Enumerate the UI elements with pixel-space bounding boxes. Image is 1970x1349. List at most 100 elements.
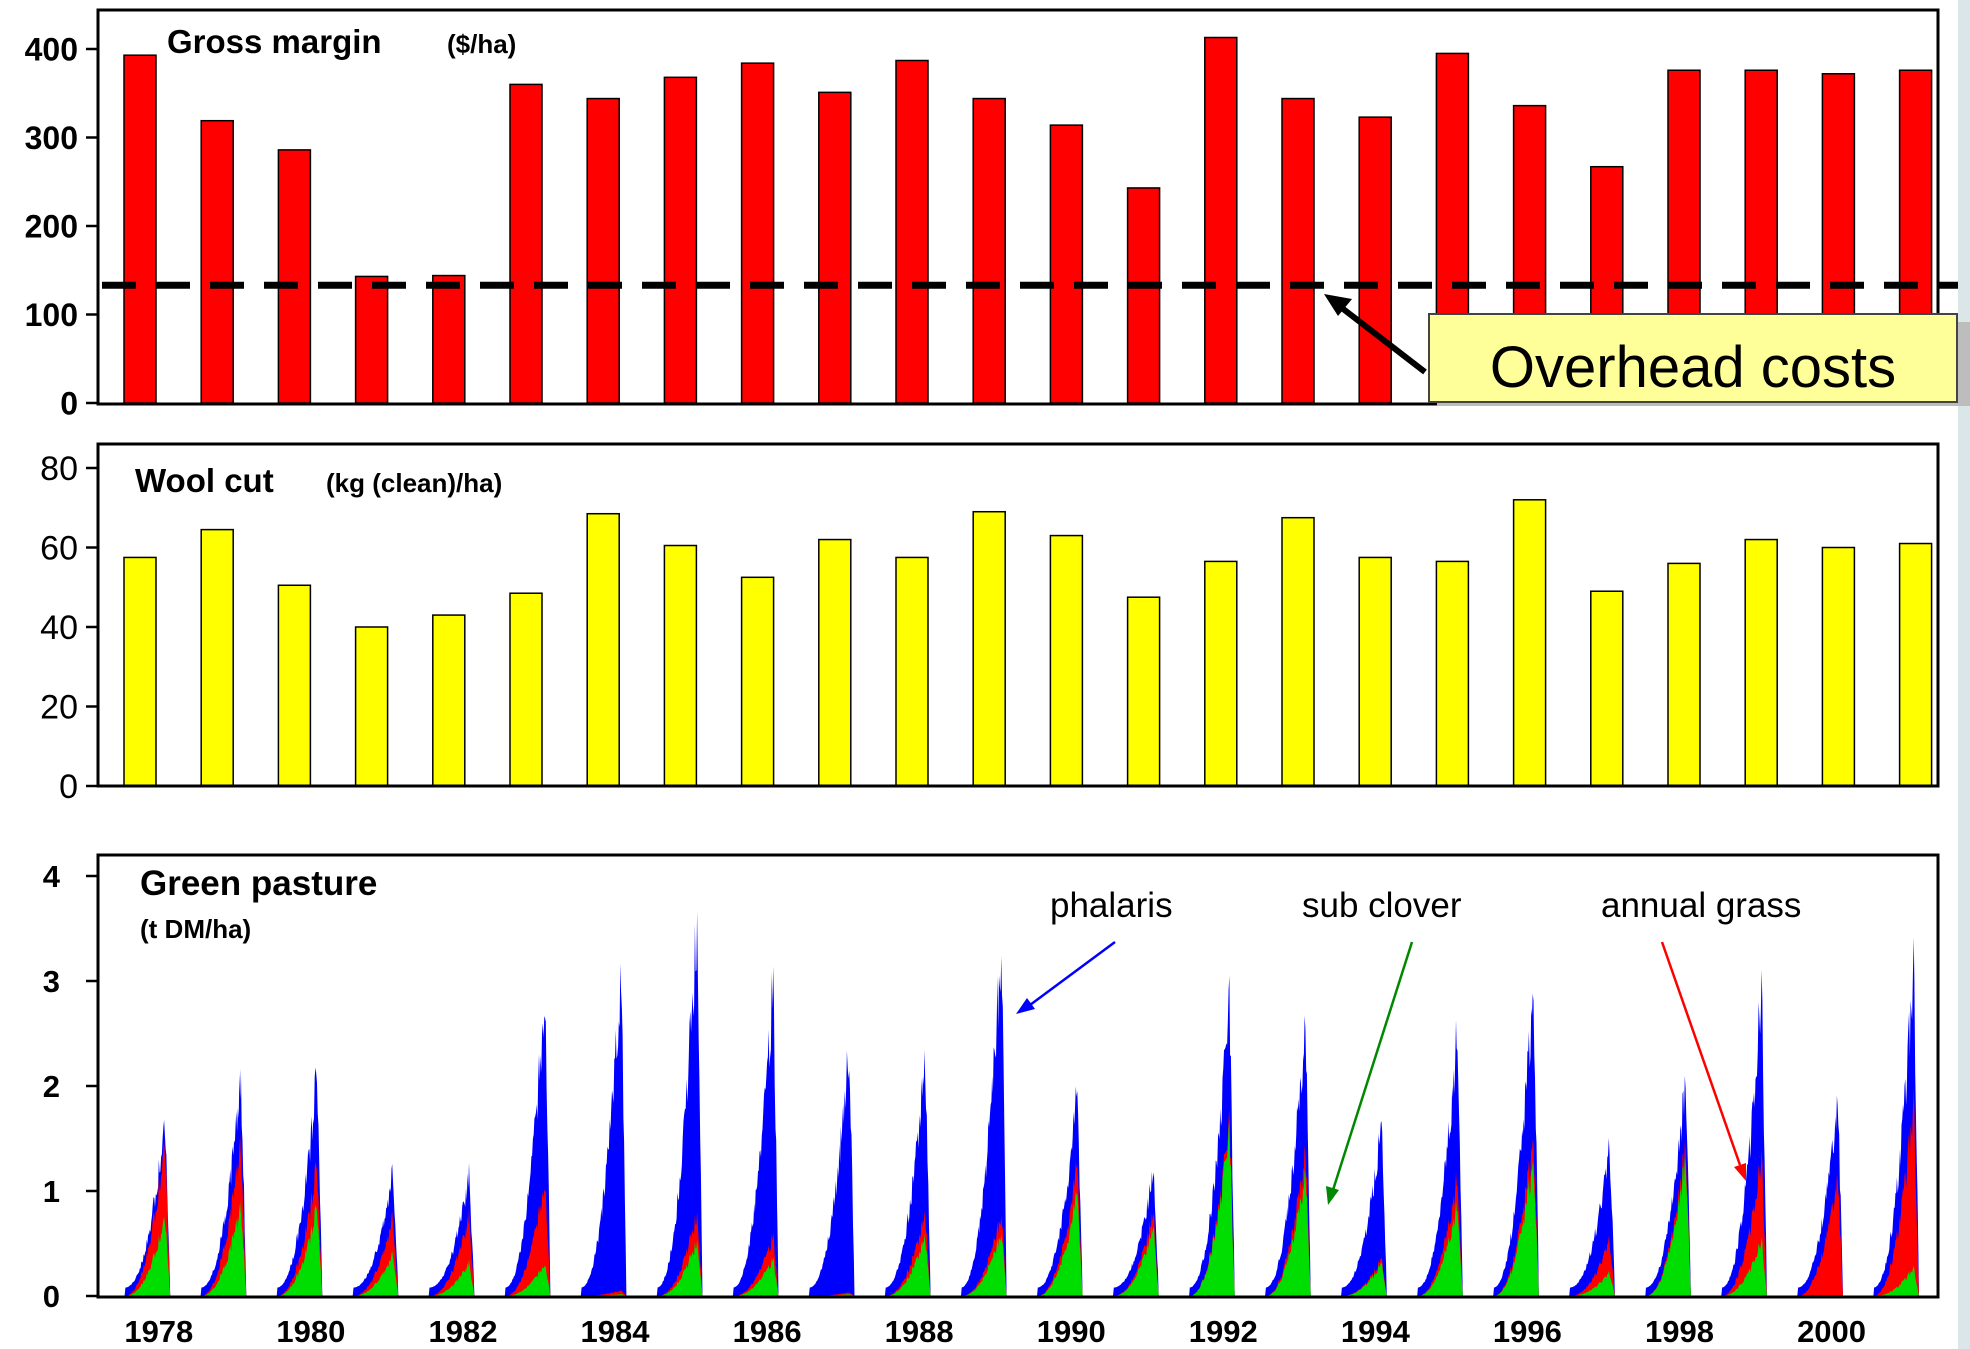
green-pasture-x-tick-label: 1984 (581, 1314, 651, 1349)
green-pasture-x-tick-label: 1994 (1341, 1314, 1411, 1349)
gross-margin-bar-1987 (818, 91, 852, 404)
green-pasture-areas (124, 911, 1919, 1296)
sub-clover-area-1985 (656, 1239, 703, 1296)
green-pasture-x-tick-label: 1990 (1037, 1314, 1106, 1349)
sub-clover-area-1983 (504, 1266, 551, 1296)
phalaris-arrowhead (1016, 998, 1035, 1014)
wool-cut-bar-1981 (354, 626, 389, 787)
sub-clover-area-1990 (1037, 1190, 1083, 1296)
wool-cut-bar-1980 (277, 584, 312, 787)
wool-cut-bar-1985 (663, 544, 698, 787)
wool-cut-y-tick-label: 80 (40, 450, 78, 488)
wool-cut-bar-1984 (586, 512, 620, 787)
green-pasture-y-tick-label: 0 (43, 1279, 60, 1314)
gross-margin-y-tick-label: 300 (25, 120, 78, 156)
green-pasture-y-tick-label: 4 (43, 859, 61, 894)
gross-margin-bar-1989 (972, 97, 1006, 404)
wool-cut-title: Wool cut (135, 462, 274, 499)
green-pasture-title-unit: (t DM/ha) (140, 914, 251, 944)
gross-margin-bar-1982 (432, 274, 466, 404)
wool-cut-bar-1983 (509, 592, 543, 787)
green-pasture-x-tick-label: 1996 (1493, 1314, 1562, 1349)
gross-margin-y-axis: 0 100 200 300 400 (25, 32, 98, 422)
wool-cut-bar-1982 (432, 614, 466, 787)
gross-margin-bar-1990 (1049, 124, 1084, 404)
phalaris-area-1994 (1341, 1121, 1387, 1296)
wool-cut-y-tick-label: 40 (40, 609, 78, 647)
wool-cut-bar-1991 (1126, 596, 1161, 787)
sub-clover-area-2001 (1873, 1265, 1919, 1296)
sub-clover-area-1982 (428, 1259, 475, 1296)
wool-cut-bar-1986 (740, 576, 775, 787)
green-pasture-x-tick-label: 1998 (1645, 1314, 1714, 1349)
sub-clover-area-1978 (124, 1216, 171, 1296)
wool-cut-title-unit: (kg (clean)/ha) (326, 468, 502, 498)
annual-grass-arrowhead (1734, 1163, 1746, 1181)
green-pasture-x-tick-label: 1988 (885, 1314, 954, 1349)
gross-margin-bar-1980 (277, 149, 312, 404)
sub-clover-area-1989 (961, 1234, 1007, 1296)
gross-margin-bar-1983 (509, 83, 543, 404)
green-pasture-x-axis: 1978 1980 1982 1984 1986 1988 1990 1992 1994 1996… (124, 1314, 1866, 1349)
green-pasture-x-tick-label: 1992 (1189, 1314, 1258, 1349)
sub-clover-area-1979 (200, 1200, 247, 1296)
annual-grass-area-1983 (504, 1189, 551, 1296)
wool-cut-y-tick-label: 0 (59, 768, 78, 806)
annual-grass-annotation: annual grass (1601, 886, 1801, 925)
wool-cut-bar-1998 (1667, 562, 1701, 787)
phalaris-annotation: phalaris (1050, 886, 1173, 925)
green-pasture-x-tick-label: 1982 (428, 1314, 497, 1349)
wool-cut-bar-1992 (1204, 560, 1238, 787)
gross-margin-y-tick-label: 200 (25, 209, 78, 245)
wool-cut-bar-1999 (1744, 538, 1778, 787)
gross-margin-bar-1978 (123, 54, 157, 404)
wool-cut-bar-1979 (200, 528, 234, 787)
gross-margin-bar-1988 (895, 59, 929, 404)
gross-margin-bar-1993 (1281, 97, 1315, 404)
green-pasture-x-tick-label: 1980 (276, 1314, 345, 1349)
wool-cut-bar-1996 (1512, 499, 1547, 787)
phalaris-area-1987 (808, 1050, 855, 1296)
wool-cut-bar-1994 (1358, 556, 1392, 787)
overhead-costs-arrow (1336, 302, 1427, 375)
green-pasture-x-tick-label: 1978 (124, 1314, 193, 1349)
annual-grass-arrow (1660, 941, 1742, 1166)
wool-cut-bar-1993 (1281, 516, 1315, 787)
sub-clover-area-1991 (1113, 1226, 1159, 1296)
green-pasture-plot-frame (96, 853, 1940, 1299)
sub-clover-area-1986 (732, 1257, 779, 1296)
green-pasture-y-tick-label: 2 (43, 1069, 60, 1104)
sub-clover-area-1995 (1417, 1200, 1463, 1296)
sub-clover-area-1999 (1721, 1237, 1767, 1296)
gross-margin-bar-1981 (354, 275, 389, 404)
gross-margin-bar-1985 (663, 76, 698, 404)
gross-margin-bar-1992 (1204, 36, 1238, 404)
phalaris-area-1985 (656, 911, 703, 1296)
gross-margin-bar-1991 (1126, 187, 1161, 404)
sub-clover-area-1994 (1341, 1262, 1387, 1296)
sub-clover-arrowhead (1326, 1186, 1339, 1205)
green-pasture-y-tick-label: 3 (43, 964, 60, 999)
sub-clover-area-1997 (1569, 1271, 1615, 1296)
annual-grass-area-2001 (1873, 1088, 1919, 1296)
green-pasture-y-axis: 0 1 2 3 4 (43, 859, 98, 1314)
gross-margin-bar-1994 (1358, 116, 1392, 404)
sub-clover-area-1981 (352, 1251, 399, 1296)
green-pasture-title: Green pasture (140, 864, 377, 903)
gross-margin-bar-1984 (586, 97, 620, 404)
wool-cut-bar-1978 (123, 556, 157, 787)
phalaris-area-1986 (732, 966, 779, 1296)
annual-grass-area-2000 (1797, 1174, 1843, 1296)
sub-clover-area-1996 (1493, 1162, 1539, 1296)
green-pasture-y-tick-label: 1 (43, 1174, 60, 1209)
overhead-costs-label: Overhead costs (1490, 335, 1896, 400)
gross-margin-y-tick-label: 400 (25, 32, 78, 68)
gross-margin-title-unit: ($/ha) (447, 29, 516, 59)
gross-margin-y-tick-label: 0 (60, 386, 78, 422)
wool-cut-y-tick-label: 60 (40, 530, 78, 568)
wool-cut-plot-frame (96, 442, 1940, 788)
wool-cut-y-tick-label: 20 (40, 689, 78, 727)
sub-clover-area-1988 (884, 1234, 931, 1296)
